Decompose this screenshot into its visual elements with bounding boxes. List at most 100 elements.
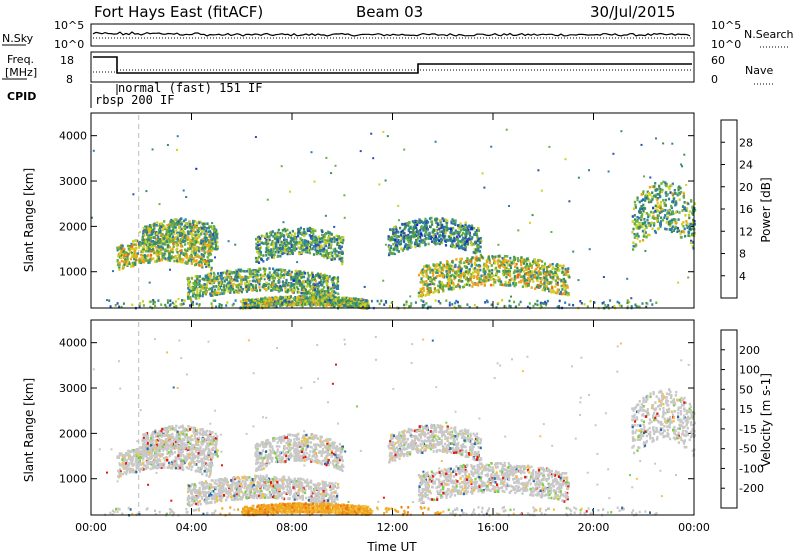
echo-cell [306, 251, 309, 254]
freq-unit-label: [MHz] [5, 66, 37, 79]
echo-cell [399, 242, 403, 245]
echo-cell [264, 284, 267, 287]
echo-cell [146, 238, 149, 242]
echo-cell [531, 270, 534, 273]
echo-cell [490, 272, 494, 275]
echo-cell [327, 300, 330, 304]
echo-cell [433, 241, 436, 244]
echo-cell [429, 268, 432, 272]
echo-cell [269, 231, 272, 234]
echo-cell [515, 282, 518, 285]
echo-cell [288, 247, 291, 250]
echo-cell [252, 276, 255, 279]
echo-cell [292, 275, 295, 279]
echo-cell [272, 283, 275, 287]
echo-cell [427, 242, 430, 246]
echo-cell [191, 281, 194, 285]
echo-cell [314, 286, 317, 289]
echo-cell [211, 292, 214, 296]
echo-cell [157, 228, 160, 232]
echo-cell [252, 272, 255, 276]
echo-cell [234, 290, 237, 294]
echo-cell [304, 280, 307, 283]
echo-cell [270, 298, 273, 301]
echo-cell [152, 240, 155, 243]
echo-cell [277, 235, 280, 239]
echo-cell [394, 238, 397, 242]
echo-cell [515, 270, 518, 273]
echo-cell [204, 240, 207, 243]
echo-cell [262, 242, 265, 245]
echo-cell [434, 233, 437, 236]
echo-cell [343, 298, 346, 301]
echo-cell [504, 280, 507, 284]
echo-cell [546, 268, 549, 271]
echo-cell [417, 291, 420, 295]
echo-cell [135, 253, 138, 256]
echo-cell [499, 283, 502, 286]
echo-cell [472, 267, 475, 271]
echo-cell [147, 253, 150, 257]
echo-cell [335, 285, 338, 288]
echo-cell [483, 279, 486, 282]
echo-cell [428, 291, 431, 294]
echo-cell [224, 271, 227, 274]
echo-cell [313, 241, 316, 244]
echo-cell [465, 276, 468, 280]
echo-cell [145, 233, 149, 237]
echo-cell [664, 204, 667, 207]
echo-cell [414, 223, 417, 226]
echo-cell [291, 288, 294, 292]
echo-cell [180, 249, 183, 252]
echo-cell [204, 292, 208, 296]
echo-cell [258, 239, 262, 243]
echo-cell [667, 220, 670, 224]
echo-cell [255, 301, 258, 304]
echo-cell [201, 294, 204, 298]
echo-cell [458, 235, 461, 238]
echo-cell [462, 246, 465, 250]
echo-cell [524, 265, 527, 269]
echo-cell [283, 235, 286, 238]
echo-cell [319, 293, 322, 297]
echo-cell [330, 299, 333, 303]
echo-cell [451, 273, 454, 277]
echo-cell [664, 198, 667, 202]
echo-cell [172, 245, 175, 248]
echo-cell [656, 202, 659, 205]
echo-cell [292, 301, 295, 305]
echo-cell [468, 283, 471, 287]
echo-cell [483, 262, 486, 266]
echo-cell [284, 290, 287, 294]
echo-cell [535, 285, 538, 289]
echo-cell [215, 291, 219, 295]
echo-cell [400, 236, 403, 240]
echo-cell [427, 293, 431, 296]
echo-cell [314, 280, 317, 283]
echo-cell [263, 269, 266, 272]
echo-cell [301, 302, 304, 306]
echo-cell [470, 264, 473, 268]
echo-cell [143, 254, 146, 257]
echo-cell [142, 260, 146, 264]
echo-cell [157, 237, 160, 241]
echo-cell [116, 259, 119, 262]
echo-cell [459, 274, 462, 277]
echo-cell [542, 269, 545, 272]
echo-cell [243, 270, 246, 273]
echo-cell [304, 250, 307, 254]
echo-cell [128, 250, 132, 254]
echo-cell [195, 226, 198, 229]
echo-cell [141, 242, 144, 245]
echo-cell [251, 301, 254, 304]
echo-cell [156, 221, 159, 224]
echo-cell [475, 229, 478, 232]
echo-cell [420, 238, 423, 242]
echo-cell [197, 248, 200, 252]
echo-cell [341, 241, 344, 245]
echo-cell [249, 270, 252, 274]
echo-cell [465, 283, 468, 286]
echo-cell [309, 292, 312, 295]
echo-cell [411, 220, 414, 223]
echo-cell [513, 269, 516, 272]
